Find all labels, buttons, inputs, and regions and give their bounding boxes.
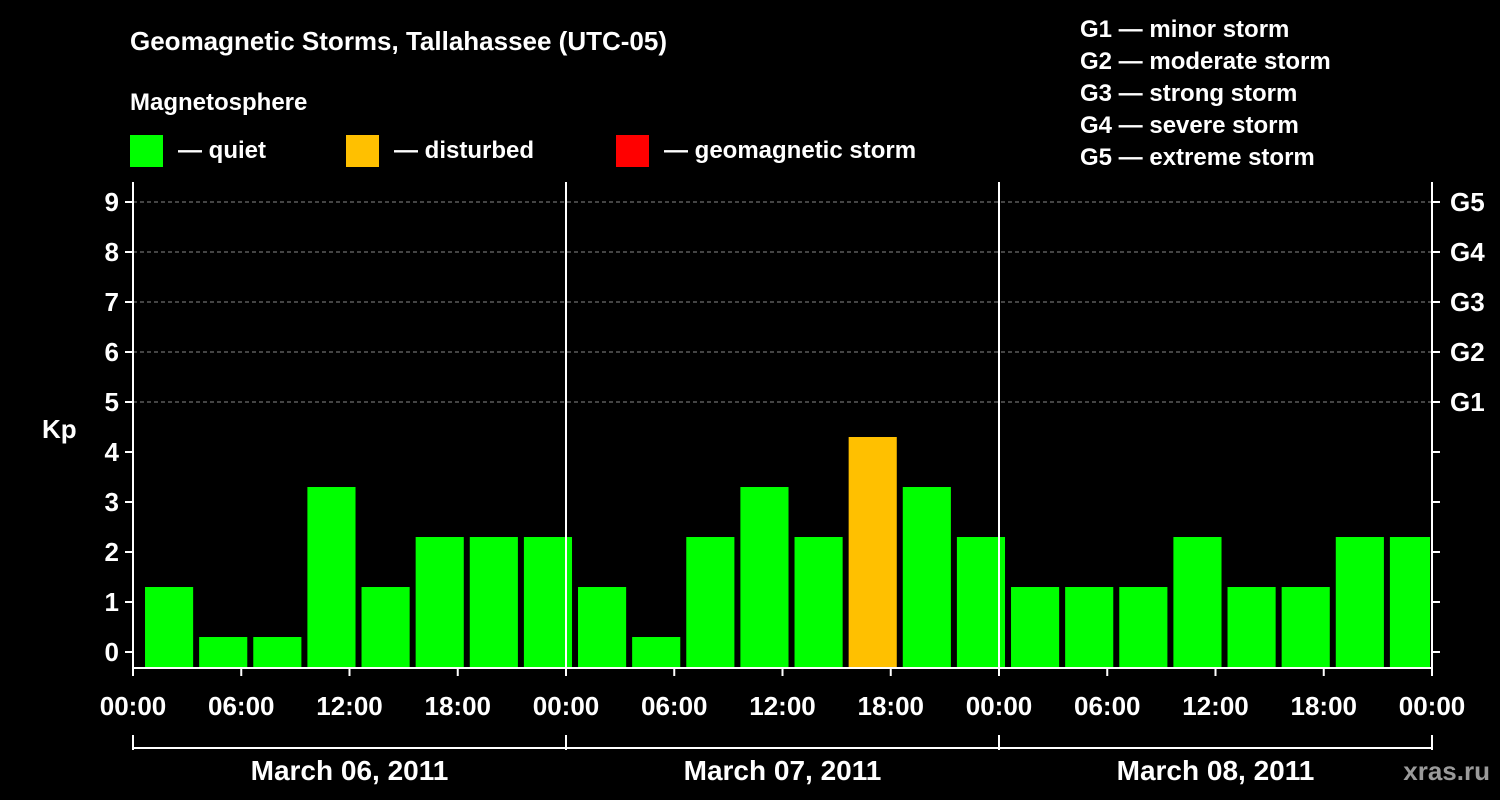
chart-title: Geomagnetic Storms, Tallahassee (UTC-05) [130,26,667,56]
legend-label-disturbed: — disturbed [394,137,534,164]
bar-21 [1281,587,1330,668]
storm-scale-g5: G5 — extreme storm [1080,144,1315,171]
day-label: March 06, 2011 [251,755,449,786]
g-level-label: G4 [1450,237,1485,267]
x-tick-label: 18:00 [858,691,925,721]
y-axis-label: Kp [42,414,77,444]
x-tick-labels: 00:00 06:00 12:00 18:00 00:00 06:00 12:00 18:00… [100,691,1466,721]
g-level-label: G5 [1450,187,1485,217]
legend-swatch-storm [616,135,649,167]
bar-2 [253,637,302,668]
bar-18 [1119,587,1168,668]
bar-8 [578,587,627,668]
g-level-label: G3 [1450,287,1485,317]
y-tick-label: 9 [105,187,119,217]
x-tick-label: 12:00 [1182,691,1249,721]
axes [125,182,1440,750]
legend-swatch-disturbed [346,135,379,167]
bar-19 [1173,537,1222,668]
bar-1 [199,637,248,668]
y-tick-label: 5 [105,387,119,417]
g-level-label: G1 [1450,387,1485,417]
bar-11 [740,487,789,668]
y-tick-label: 2 [105,537,119,567]
x-tick-label: 00:00 [1399,691,1466,721]
bar-17 [1065,587,1114,668]
x-tick-label: 00:00 [966,691,1033,721]
bar-12 [794,537,843,668]
y-tick-label: 0 [105,637,119,667]
bar-20 [1227,587,1276,668]
y-tick-label: 1 [105,587,119,617]
bar-23 [1389,537,1430,668]
bar-15 [956,537,1006,668]
legend-label-quiet: — quiet [178,137,266,164]
legend-label-storm: — geomagnetic storm [664,137,916,164]
x-tick-label: 12:00 [316,691,383,721]
x-tick-label: 18:00 [425,691,492,721]
g-level-label: G2 [1450,337,1485,367]
x-tick-label: 00:00 [533,691,600,721]
x-tick-label: 06:00 [208,691,275,721]
y-tick-label: 6 [105,337,119,367]
x-tick-label: 06:00 [641,691,708,721]
bar-3 [307,487,356,668]
right-tick-labels: G1 G2 G3 G4 G5 [1450,187,1485,417]
storm-scale-g3: G3 — strong storm [1080,80,1297,107]
bar-13 [848,437,897,668]
bar-9 [632,637,681,668]
bar-5 [415,537,464,668]
grid-lines [133,201,1432,403]
storm-scale-g4: G4 — severe storm [1080,112,1299,139]
storm-scale-g2: G2 — moderate storm [1080,48,1331,75]
y-tick-label: 4 [105,437,120,467]
left-tick-labels: 0 1 2 3 4 5 6 7 8 9 [105,187,120,667]
x-tick-label: 00:00 [100,691,167,721]
y-tick-label: 8 [105,237,119,267]
watermark: xras.ru [1403,756,1490,786]
bar-22 [1335,537,1384,668]
bars [145,437,1430,668]
x-tick-label: 06:00 [1074,691,1141,721]
bar-16 [1011,587,1060,668]
bar-4 [361,587,410,668]
bar-0 [145,587,194,668]
y-tick-label: 3 [105,487,119,517]
y-tick-label: 7 [105,287,119,317]
storm-scale-g1: G1 — minor storm [1080,16,1289,43]
bar-6 [469,537,518,668]
bar-14 [902,487,951,668]
bar-7 [523,537,573,668]
day-label: March 07, 2011 [684,755,882,786]
chart-subtitle: Magnetosphere [130,89,307,116]
day-labels: March 06, 2011 March 07, 2011 March 08, 20… [251,755,1315,786]
day-label: March 08, 2011 [1117,755,1315,786]
x-tick-label: 18:00 [1291,691,1358,721]
legend-swatch-quiet [130,135,163,167]
x-tick-label: 12:00 [749,691,816,721]
bar-10 [686,537,735,668]
